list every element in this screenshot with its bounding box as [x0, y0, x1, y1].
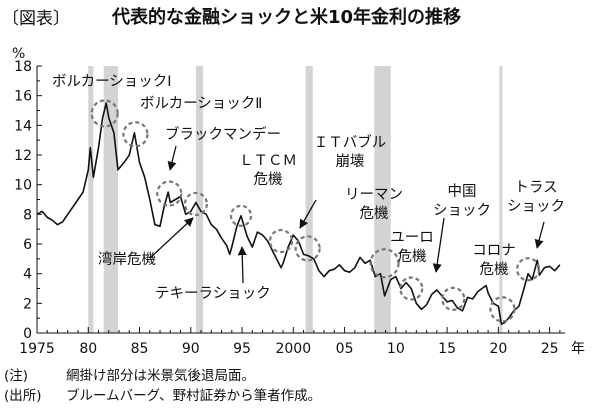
annotation-arrow	[167, 145, 177, 171]
annotation-line: リーマン	[345, 187, 403, 203]
annotation-arrow	[149, 217, 194, 259]
shock-marker-circle	[294, 235, 321, 262]
x-tick-label: 80	[79, 341, 97, 357]
y-axis-label: %	[12, 46, 25, 62]
annotation-itbubble: ＩＴバブル崩壊	[314, 133, 387, 170]
y-tick-label: 8	[23, 207, 32, 223]
y-tick-label: 2	[23, 296, 32, 312]
annotation-line: ＩＴバブル	[314, 133, 387, 151]
note-lead: (注)	[4, 368, 29, 384]
shock-marker-circle	[268, 228, 294, 254]
note-source: (出所) ブルームバーグ、野村証券から筆者作成。	[4, 386, 321, 406]
recession-band	[195, 66, 204, 333]
annotation-line: ショック	[433, 202, 491, 219]
y-tick-label: 16	[14, 89, 32, 105]
note-recession: (注) 網掛け部分は米景気後退局面。	[4, 366, 321, 386]
annotation-arrow	[534, 221, 545, 249]
annotation-euro: ユーロ危機	[390, 230, 434, 265]
x-tick-label: 95	[233, 341, 251, 357]
recession-band	[499, 66, 503, 333]
shock-marker-circle	[399, 276, 424, 301]
annotation-line: コロナ	[472, 243, 516, 259]
note-lead: (出所)	[4, 388, 42, 404]
annotation-tequila: テキーラショック	[155, 285, 271, 302]
annotation-volcker2: ボルカーショックⅡ	[140, 95, 262, 112]
x-tick-label: 15	[438, 341, 456, 357]
x-tick-label: 05	[336, 341, 354, 357]
x-tick-label: 20	[489, 341, 507, 357]
y-tick-label: 18	[14, 59, 32, 75]
shock-marker-circle	[122, 121, 149, 148]
shock-marker-circle	[90, 99, 119, 128]
shock-marker-circle	[183, 191, 209, 217]
annotation-covid: コロナ危機	[472, 243, 516, 278]
annotation-line: ショック	[507, 198, 565, 215]
annotation-volcker1: ボルカーショックⅠ	[52, 73, 172, 90]
annotation-line: ボルカーショックⅠ	[52, 73, 172, 90]
note-text: 網掛け部分は米景気後退局面。	[66, 368, 255, 384]
shock-marker-circle	[489, 296, 516, 323]
annotation-arrow	[237, 246, 247, 284]
chart-title: 代表的な金融ショックと米10年金利の推移	[112, 7, 462, 28]
note-text: ブルームバーグ、野村証券から筆者作成。	[66, 388, 322, 404]
annotation-ltcm: ＬＴＣＭ 危機	[239, 153, 297, 188]
recession-band	[374, 66, 391, 333]
annotation-line: 中国	[448, 183, 477, 200]
annotation-line: ＬＴＣＭ	[239, 153, 297, 169]
x-tick-label: 25	[541, 341, 559, 357]
shock-marker-circle	[369, 248, 400, 279]
annotation-truss: トラスショック	[507, 180, 565, 215]
annotation-line: 危機	[360, 205, 389, 222]
annotation-line: テキーラショック	[155, 285, 271, 302]
y-tick-label: 14	[14, 118, 32, 134]
x-tick-label: 2000	[275, 341, 311, 357]
annotation-lehman: リーマン危機	[345, 187, 403, 222]
x-tick-label: 1975	[19, 341, 55, 357]
annotation-china: 中国ショック	[433, 183, 491, 219]
y-tick-label: 4	[23, 267, 32, 283]
annotation-line: 危機	[254, 171, 283, 188]
annotation-line: 崩壊	[336, 153, 365, 170]
annotation-line: ボルカーショックⅡ	[140, 95, 262, 112]
notes: (注) 網掛け部分は米景気後退局面。 (出所) ブルームバーグ、野村証券から筆者作成…	[4, 366, 321, 406]
recession-band	[305, 66, 313, 333]
annotation-line: ユーロ	[390, 230, 434, 246]
x-tick-label: 85	[131, 341, 149, 357]
shock-marker-circle	[229, 204, 253, 227]
recession-band	[88, 66, 94, 333]
y-tick-label: 6	[23, 237, 32, 253]
x-tick-label: 90	[182, 341, 200, 357]
annotation-arrow	[432, 217, 445, 273]
annotation-line: トラス	[514, 180, 557, 196]
shock-marker-circle	[441, 286, 466, 311]
annotation-line: 湾岸危機	[98, 251, 156, 268]
y-tick-label: 12	[14, 148, 32, 164]
annotation-gulf: 湾岸危機	[98, 251, 156, 268]
y-tick-label: 10	[14, 178, 32, 194]
annotation-blackmonday: ブラックマンデー	[165, 125, 281, 143]
yield-line	[36, 102, 561, 325]
shock-marker-circle	[515, 257, 541, 282]
y-tick-label: 0	[23, 326, 32, 342]
shock-marker-circle	[156, 180, 183, 207]
annotation-line: 危機	[480, 261, 509, 278]
figure-label: 〔図表〕	[2, 9, 70, 29]
x-tick-label: 10	[387, 341, 405, 357]
annotation-arrow	[299, 199, 317, 229]
annotation-line: 危機	[398, 248, 427, 265]
annotation-line: ブラックマンデー	[165, 125, 281, 143]
x-axis-label: 年	[571, 341, 585, 357]
